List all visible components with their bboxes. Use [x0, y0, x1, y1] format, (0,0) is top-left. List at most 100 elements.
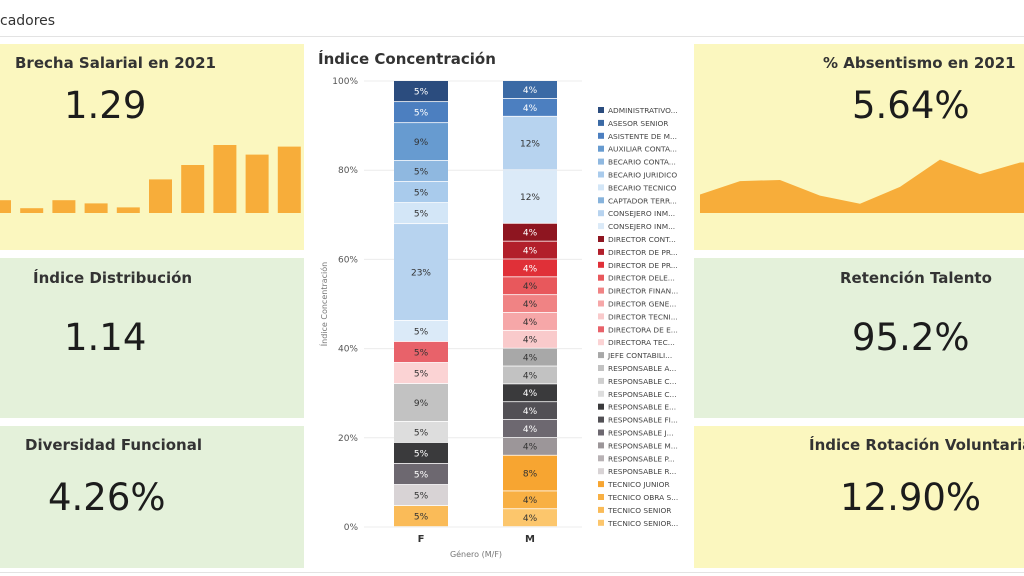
legend-entry[interactable]: ADMINISTRATIVO... — [608, 106, 678, 115]
segment-label: 12% — [520, 193, 540, 203]
legend-swatch — [598, 287, 604, 294]
stack-segment[interactable] — [503, 312, 557, 330]
legend-swatch — [598, 377, 604, 384]
stack-segment[interactable] — [394, 484, 448, 506]
legend-entry[interactable]: RESPONSABLE J... — [608, 429, 674, 438]
retencion-talento-card[interactable]: Retención Talento 95.2% — [694, 258, 1024, 418]
stack-segment[interactable] — [503, 419, 557, 437]
legend-entry[interactable]: BECARIO TECNICO — [608, 183, 677, 192]
legend-entry[interactable]: BECARIO JURIDICO — [608, 171, 677, 180]
stack-segment[interactable] — [503, 277, 557, 295]
segment-label: 5% — [414, 210, 429, 220]
stack-segment[interactable] — [503, 491, 557, 509]
legend-swatch — [598, 184, 604, 191]
legend-swatch — [598, 261, 604, 268]
stack-segment[interactable] — [503, 259, 557, 277]
segment-label: 5% — [414, 449, 429, 459]
segment-label: 4% — [523, 104, 538, 114]
stack-segment[interactable] — [394, 102, 448, 123]
legend-entry[interactable]: DIRECTOR DE PR... — [608, 261, 678, 270]
legend-entry[interactable]: DIRECTORA TEC... — [608, 338, 675, 347]
legend-swatch — [598, 519, 604, 526]
stack-segment[interactable] — [503, 223, 557, 241]
legend-swatch — [598, 158, 604, 165]
segment-label: 4% — [523, 425, 538, 435]
legend-entry[interactable]: AUXILIAR CONTA... — [608, 145, 677, 154]
stack-segment[interactable] — [394, 421, 448, 443]
legend-entry[interactable]: RESPONSABLE P... — [608, 454, 675, 463]
diversidad-funcional-card[interactable]: Diversidad Funcional 4.26% — [0, 426, 304, 568]
stack-segment[interactable] — [394, 505, 448, 527]
stack-segment[interactable] — [394, 224, 448, 321]
stack-segment[interactable] — [394, 341, 448, 363]
stack-segment[interactable] — [503, 330, 557, 348]
stack-segment[interactable] — [503, 295, 557, 313]
stack-segment[interactable] — [503, 437, 557, 455]
rotacion-voluntaria-card[interactable]: Índice Rotación Voluntaria 12.90% — [694, 426, 1024, 568]
legend-entry[interactable]: ASESOR SENIOR — [608, 119, 668, 128]
stack-segment[interactable] — [503, 98, 557, 116]
stack-segment[interactable] — [503, 509, 557, 527]
legend-entry[interactable]: RESPONSABLE C... — [608, 377, 677, 386]
stack-segment[interactable] — [503, 348, 557, 366]
stack-segment[interactable] — [394, 203, 448, 224]
legend-entry[interactable]: TECNICO OBRA S... — [607, 493, 678, 502]
legend-entry[interactable]: RESPONSABLE R... — [608, 467, 676, 476]
stack-segment[interactable] — [503, 384, 557, 402]
legend-entry[interactable]: CAPTADOR TERR... — [608, 196, 677, 205]
legend-entry[interactable]: RESPONSABLE C... — [608, 390, 677, 399]
legend-entry[interactable]: RESPONSABLE E... — [608, 403, 676, 412]
stack-segment[interactable] — [394, 463, 448, 485]
legend-swatch — [598, 481, 604, 488]
x-tick-label: F — [418, 534, 425, 545]
brecha-salarial-card[interactable]: Brecha Salarial en 2021 1.29 — [0, 44, 304, 250]
y-tick-label: 60% — [338, 255, 358, 265]
legend-entry[interactable]: DIRECTOR DE PR... — [608, 248, 678, 257]
legend-entry[interactable]: ASISTENTE DE M... — [608, 132, 677, 141]
stack-segment[interactable] — [394, 320, 448, 342]
brecha-spark-bar — [149, 179, 172, 213]
legend-entry[interactable]: TECNICO JUNIOR — [607, 480, 670, 489]
absentismo-area — [700, 159, 1024, 213]
legend-entry[interactable]: DIRECTOR GENE... — [608, 300, 676, 309]
stack-segment[interactable] — [394, 81, 448, 102]
y-axis-label: Índice Concentración — [318, 262, 329, 346]
legend-swatch — [598, 494, 604, 500]
legend-entry[interactable]: TECNICO SENIOR... — [607, 519, 678, 528]
legend-entry[interactable]: DIRECTOR DELE... — [608, 274, 675, 283]
legend-entry[interactable]: DIRECTOR CONT... — [608, 235, 676, 244]
legend-entry[interactable]: RESPONSABLE M... — [608, 441, 678, 450]
legend-swatch — [598, 197, 604, 204]
stack-segment[interactable] — [503, 402, 557, 420]
stack-segment[interactable] — [503, 116, 557, 170]
legend-entry[interactable]: CONSEJERO INM... — [608, 209, 675, 218]
legend-swatch — [598, 403, 604, 410]
indice-distribucion-card[interactable]: Índice Distribución 1.14 — [0, 258, 304, 418]
legend-swatch — [598, 339, 604, 346]
stack-segment[interactable] — [503, 241, 557, 259]
legend-entry[interactable]: DIRECTOR FINAN... — [608, 287, 678, 296]
stack-segment[interactable] — [394, 383, 448, 422]
stack-segment[interactable] — [503, 455, 557, 491]
absentismo-card[interactable]: % Absentismo en 2021 5.64% — [694, 44, 1024, 250]
brecha-spark-bar — [0, 200, 11, 213]
stack-segment[interactable] — [394, 181, 448, 203]
legend-swatch — [598, 352, 604, 359]
legend-entry[interactable]: TECNICO SENIOR — [607, 506, 671, 515]
legend-entry[interactable]: DIRECTOR TECNI... — [608, 312, 678, 321]
legend-entry[interactable]: JEFE CONTABILI... — [607, 351, 672, 360]
stack-segment[interactable] — [394, 123, 448, 161]
legend-entry[interactable]: BECARIO CONTA... — [608, 158, 676, 167]
stack-segment[interactable] — [394, 160, 448, 182]
legend-entry[interactable]: RESPONSABLE A... — [608, 364, 676, 373]
legend-entry[interactable]: CONSEJERO INM... — [608, 222, 675, 231]
legend-entry[interactable]: RESPONSABLE FI... — [608, 416, 678, 425]
stack-segment[interactable] — [503, 366, 557, 384]
stack-segment[interactable] — [503, 170, 557, 223]
segment-label: 4% — [523, 282, 538, 292]
stack-segment[interactable] — [503, 81, 557, 99]
stack-segment[interactable] — [394, 362, 448, 384]
legend-entry[interactable]: DIRECTORA DE E... — [608, 325, 678, 334]
legend-swatch — [598, 468, 604, 475]
stack-segment[interactable] — [394, 442, 448, 464]
